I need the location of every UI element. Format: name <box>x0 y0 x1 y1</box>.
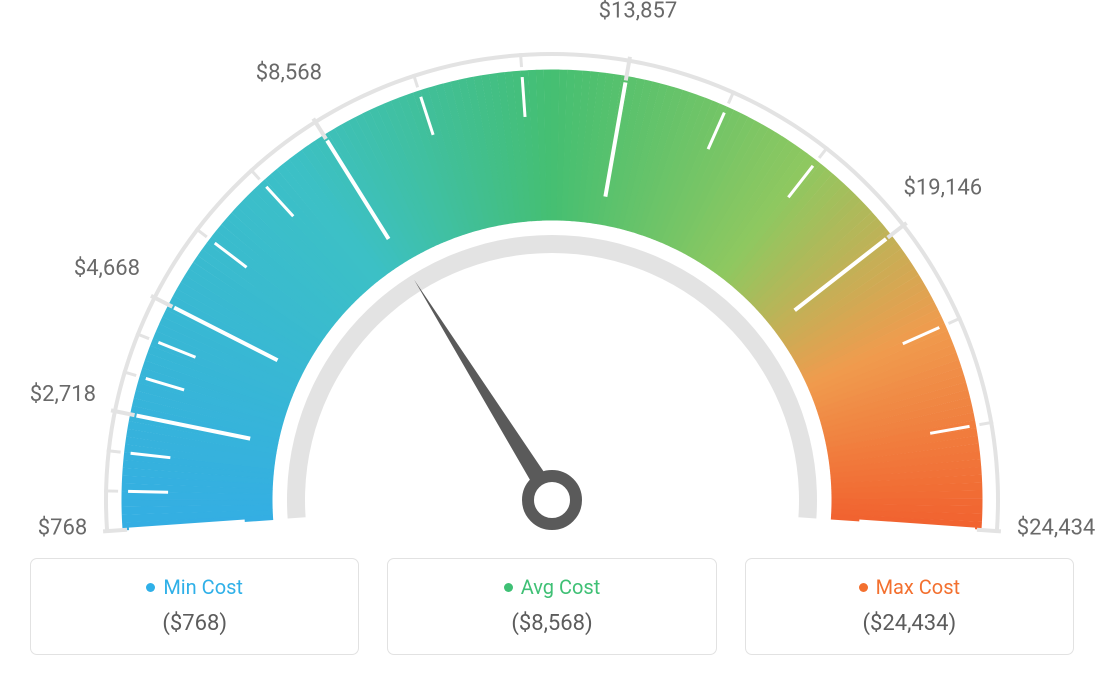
gauge-tick-label: $19,146 <box>904 176 983 201</box>
legend-dot-max <box>859 583 868 592</box>
legend-dot-min <box>146 583 155 592</box>
legend-value-avg: ($8,568) <box>398 611 705 636</box>
legend-label-min-text: Min Cost <box>163 575 243 599</box>
legend-label-min: Min Cost <box>146 575 243 599</box>
legend-label-avg: Avg Cost <box>504 575 601 599</box>
gauge-tick-label: $13,857 <box>599 0 678 24</box>
legend-value-min: ($768) <box>41 611 348 636</box>
gauge-svg: $768 $2,718 $4,668 $8,568 $13,857 $19,146 $24,… <box>0 0 1104 560</box>
cost-gauge-chart: $768 $2,718 $4,668 $8,568 $13,857 $19,146 $24,… <box>0 0 1104 690</box>
gauge-tick-label: $2,718 <box>30 382 96 407</box>
legend-dot-avg <box>504 583 513 592</box>
legend-label-avg-text: Avg Cost <box>521 575 601 599</box>
legend-label-max-text: Max Cost <box>876 575 961 599</box>
gauge-tick-label: $24,434 <box>1017 516 1096 541</box>
gauge-needle-hub <box>528 476 576 524</box>
gauge-color-arc <box>122 70 982 530</box>
gauge-tick-label: $768 <box>38 516 87 541</box>
legend-card-max: Max Cost ($24,434) <box>745 558 1074 655</box>
legend-card-min: Min Cost ($768) <box>30 558 359 655</box>
legend-label-max: Max Cost <box>859 575 961 599</box>
legend-row: Min Cost ($768) Avg Cost ($8,568) Max Co… <box>0 558 1104 655</box>
legend-value-max: ($24,434) <box>756 611 1063 636</box>
gauge-area: $768 $2,718 $4,668 $8,568 $13,857 $19,146 $24,… <box>0 0 1104 560</box>
gauge-needle <box>414 280 560 505</box>
gauge-tick-label: $8,568 <box>256 61 322 86</box>
gauge-tick-label: $4,668 <box>74 256 140 281</box>
legend-card-avg: Avg Cost ($8,568) <box>387 558 716 655</box>
